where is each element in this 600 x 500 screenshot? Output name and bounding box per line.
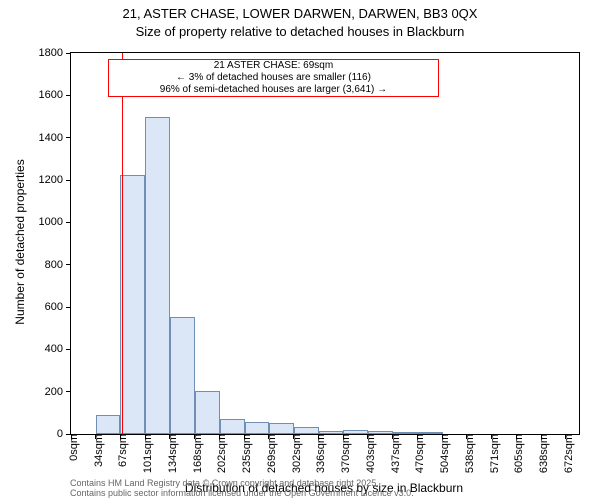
x-tick-label: 403sqm xyxy=(359,434,377,473)
reference-line xyxy=(122,53,123,434)
x-tick-label: 638sqm xyxy=(532,434,550,473)
annotation-box: 21 ASTER CHASE: 69sqm← 3% of detached ho… xyxy=(108,59,439,97)
x-tick-label: 235sqm xyxy=(235,434,253,473)
histogram-bar xyxy=(96,415,120,434)
y-axis-title: Number of detached properties xyxy=(13,142,27,342)
histogram-bar xyxy=(145,117,170,435)
y-tick-label: 400 xyxy=(45,343,71,355)
y-tick-label: 1000 xyxy=(39,216,71,228)
histogram-bar xyxy=(120,175,145,434)
histogram-bar xyxy=(418,432,443,434)
histogram-bar xyxy=(220,419,245,434)
x-tick-label: 470sqm xyxy=(408,434,426,473)
plot-inner: 0200400600800100012001400160018000sqm34s… xyxy=(71,53,579,434)
x-tick-label: 672sqm xyxy=(557,434,575,473)
x-tick-label: 168sqm xyxy=(186,434,204,473)
footer-line-2: Contains public sector information licen… xyxy=(70,488,414,498)
y-tick-label: 1800 xyxy=(39,47,71,59)
chart-title-1: 21, ASTER CHASE, LOWER DARWEN, DARWEN, B… xyxy=(0,6,600,21)
histogram-bar xyxy=(195,391,220,434)
plot-area: 0200400600800100012001400160018000sqm34s… xyxy=(70,52,580,435)
histogram-bar xyxy=(319,431,343,434)
histogram-bar xyxy=(269,423,294,434)
x-tick-label: 538sqm xyxy=(458,434,476,473)
x-tick-label: 34sqm xyxy=(87,434,105,467)
x-tick-label: 269sqm xyxy=(260,434,278,473)
footer-line-1: Contains HM Land Registry data © Crown c… xyxy=(70,478,414,488)
y-tick-label: 800 xyxy=(45,259,71,271)
y-tick-label: 1400 xyxy=(39,132,71,144)
y-tick-label: 1600 xyxy=(39,89,71,101)
footer: Contains HM Land Registry data © Crown c… xyxy=(70,478,414,498)
histogram-bar xyxy=(294,427,319,434)
x-tick-label: 370sqm xyxy=(334,434,352,473)
x-tick-label: 134sqm xyxy=(161,434,179,473)
page-root: 21, ASTER CHASE, LOWER DARWEN, DARWEN, B… xyxy=(0,0,600,500)
x-tick-label: 101sqm xyxy=(136,434,154,473)
x-tick-label: 504sqm xyxy=(433,434,451,473)
annotation-line: 21 ASTER CHASE: 69sqm xyxy=(109,60,438,72)
x-tick-label: 67sqm xyxy=(111,434,129,467)
x-tick-label: 336sqm xyxy=(309,434,327,473)
x-tick-label: 571sqm xyxy=(483,434,501,473)
y-tick-label: 200 xyxy=(45,386,71,398)
annotation-line: 96% of semi-detached houses are larger (… xyxy=(109,84,438,96)
histogram-bar xyxy=(343,430,368,434)
histogram-bar xyxy=(368,431,392,434)
chart-title-2: Size of property relative to detached ho… xyxy=(0,24,600,39)
histogram-bar xyxy=(393,432,418,434)
histogram-bar xyxy=(170,317,194,434)
annotation-line: ← 3% of detached houses are smaller (116… xyxy=(109,72,438,84)
y-tick-label: 600 xyxy=(45,301,71,313)
x-tick-label: 0sqm xyxy=(62,434,80,461)
histogram-bar xyxy=(245,422,269,434)
x-tick-label: 302sqm xyxy=(285,434,303,473)
y-tick-label: 1200 xyxy=(39,174,71,186)
x-tick-label: 437sqm xyxy=(384,434,402,473)
x-tick-label: 202sqm xyxy=(210,434,228,473)
x-tick-label: 605sqm xyxy=(507,434,525,473)
